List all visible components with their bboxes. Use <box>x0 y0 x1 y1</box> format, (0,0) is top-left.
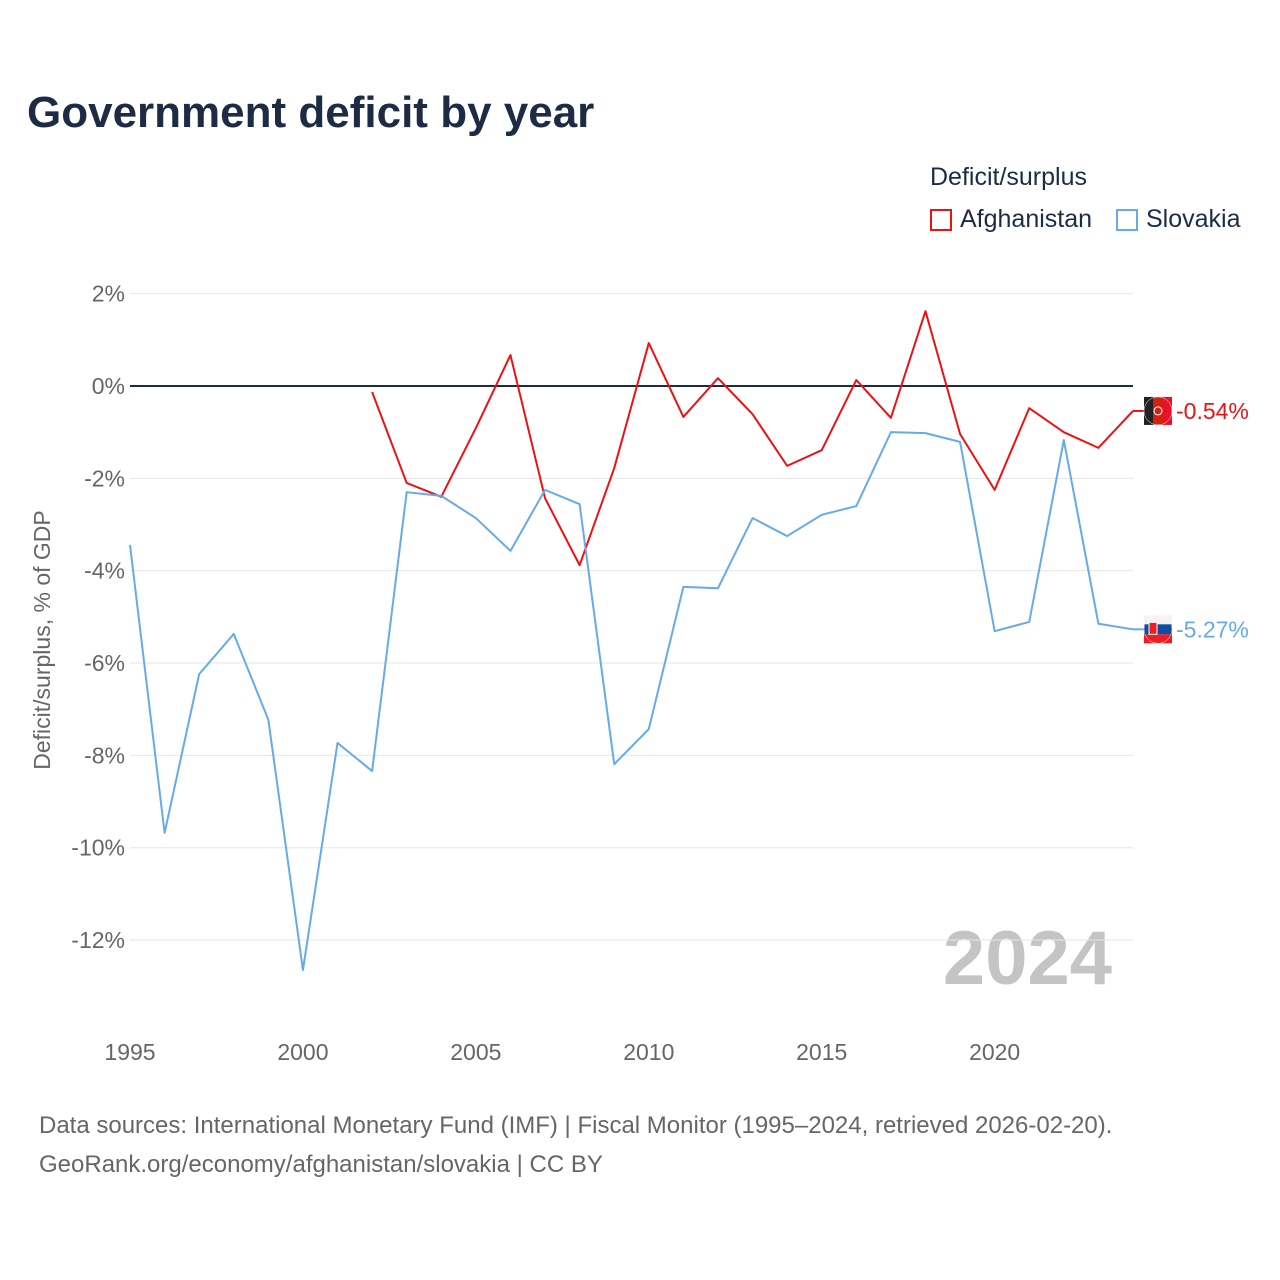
data-point <box>301 968 305 972</box>
data-point <box>751 516 755 520</box>
data-point <box>543 496 547 500</box>
data-point <box>993 629 997 633</box>
data-point <box>958 440 962 444</box>
flag-slovakia-icon <box>1144 615 1172 625</box>
flag-slovakia-icon <box>1144 624 1172 635</box>
x-tick-label: 2015 <box>796 1039 847 1065</box>
series-line-afghanistan <box>371 310 1134 567</box>
y-tick-label: 2% <box>92 281 125 307</box>
source-note: Data sources: International Monetary Fun… <box>39 1106 1112 1184</box>
data-point <box>716 376 720 380</box>
data-point <box>128 543 132 547</box>
flag-emblem-icon <box>1148 621 1158 635</box>
data-point <box>336 741 340 745</box>
data-point <box>993 488 997 492</box>
data-point <box>854 504 858 508</box>
y-tick-label: 0% <box>92 373 125 399</box>
data-point <box>923 309 927 313</box>
flag-afghanistan-icon <box>1163 396 1172 425</box>
data-point <box>1062 430 1066 434</box>
chart-title: Government deficit by year <box>27 88 595 137</box>
data-point <box>785 464 789 468</box>
x-tick-label: 1995 <box>104 1039 155 1065</box>
data-point <box>612 762 616 766</box>
data-point <box>958 432 962 436</box>
data-point <box>889 430 893 434</box>
end-value-label: -5.27% <box>1176 616 1249 642</box>
data-point <box>923 431 927 435</box>
data-point <box>508 353 512 357</box>
flag-emblem-icon <box>1153 406 1163 416</box>
legend-title: Deficit/surplus <box>930 163 1087 191</box>
data-point <box>612 466 616 470</box>
y-tick-label: -10% <box>71 835 125 861</box>
data-point <box>508 549 512 553</box>
data-point <box>1096 446 1100 450</box>
y-tick-label: -12% <box>71 927 125 953</box>
data-point <box>474 516 478 520</box>
data-point <box>578 502 582 506</box>
x-tick-label: 2010 <box>623 1039 674 1065</box>
data-point <box>197 672 201 676</box>
y-tick-label: -6% <box>84 650 125 676</box>
data-point <box>785 534 789 538</box>
x-tick-label: 2000 <box>277 1039 328 1065</box>
data-point <box>1027 406 1031 410</box>
flag-afghanistan-icon <box>1144 396 1153 425</box>
source-line: Data sources: International Monetary Fun… <box>39 1112 1113 1139</box>
data-point <box>405 490 409 494</box>
series-line-slovakia <box>129 431 1134 972</box>
data-point <box>232 632 236 636</box>
data-point <box>1062 438 1066 442</box>
data-point <box>820 448 824 452</box>
year-watermark: 2024 <box>943 916 1112 1001</box>
data-point <box>578 563 582 567</box>
data-point <box>1096 622 1100 626</box>
data-point <box>266 718 270 722</box>
flag-border <box>1143 396 1173 426</box>
y-tick-label: -2% <box>84 465 125 491</box>
data-point <box>889 416 893 420</box>
y-tick-label: -8% <box>84 742 125 768</box>
flag-afghanistan-icon <box>1153 396 1163 425</box>
data-point <box>163 831 167 835</box>
flag-slovakia-icon <box>1144 634 1172 644</box>
data-point <box>543 488 547 492</box>
data-point <box>681 585 685 589</box>
data-point <box>370 390 374 394</box>
flag-border <box>1143 615 1173 644</box>
data-point <box>716 586 720 590</box>
x-tick-label: 2020 <box>969 1039 1020 1065</box>
data-point <box>854 378 858 382</box>
y-tick-label: -4% <box>84 558 125 584</box>
data-point <box>647 341 651 345</box>
data-point <box>820 513 824 517</box>
data-point <box>439 494 443 498</box>
data-point <box>681 415 685 419</box>
data-point <box>370 769 374 773</box>
legend-swatch <box>1116 208 1138 231</box>
x-tick-label: 2005 <box>450 1039 501 1065</box>
legend-swatch <box>930 208 952 231</box>
end-value-label: -0.54% <box>1176 398 1249 424</box>
data-point <box>647 727 651 731</box>
data-point <box>405 481 409 485</box>
data-point <box>474 426 478 430</box>
data-point <box>1027 620 1031 624</box>
legend-label: Slovakia <box>1146 205 1241 233</box>
data-point <box>751 412 755 416</box>
source-link[interactable]: GeoRank.org/economy/afghanistan/slovakia… <box>39 1151 603 1178</box>
legend-item-afghanistan[interactable]: Afghanistan <box>930 205 1092 234</box>
y-axis-label: Deficit/surplus, % of GDP <box>29 510 55 769</box>
legend-label: Afghanistan <box>960 205 1093 233</box>
legend-item-slovakia[interactable]: Slovakia <box>1116 205 1241 234</box>
